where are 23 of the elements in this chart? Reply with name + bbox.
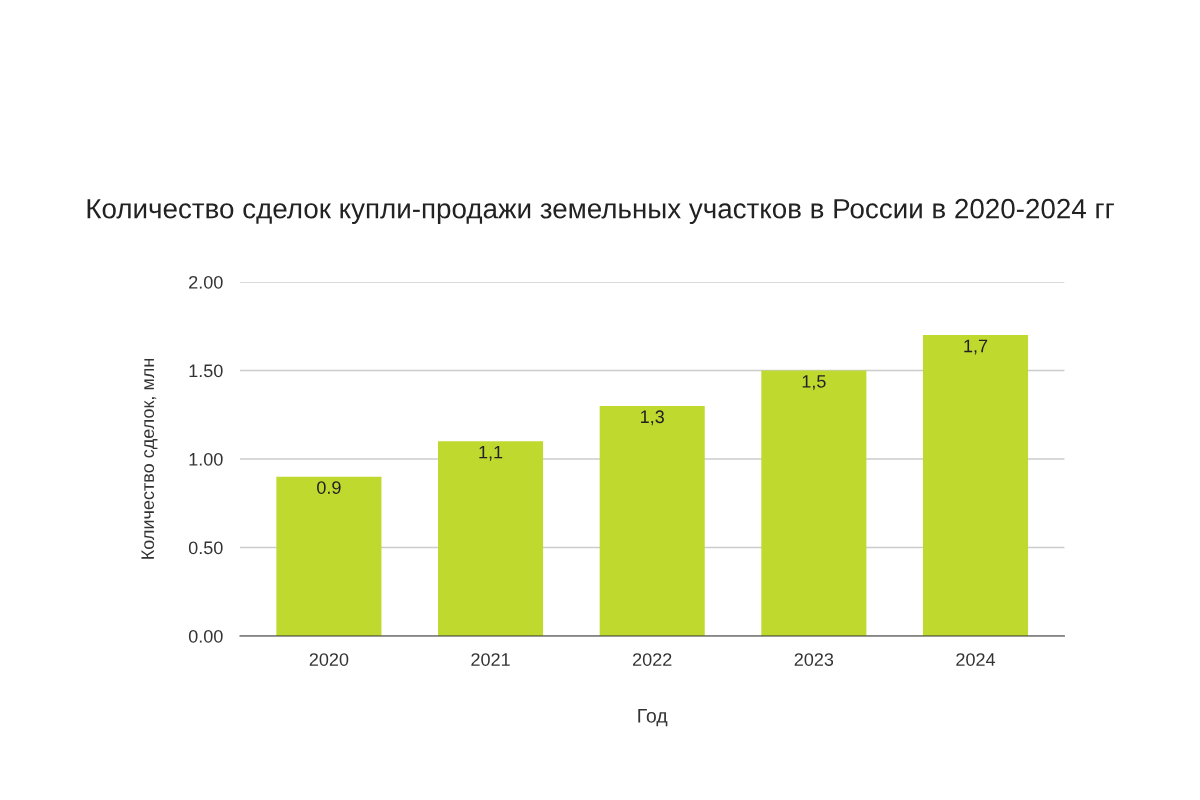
x-tick-label: 2020: [309, 653, 349, 666]
x-tick-label: 2023: [794, 653, 834, 666]
bar: [438, 441, 544, 636]
chart-title: Количество сделок купли-продажи земельных участков в России в 2020-2024 гг: [87, 198, 1114, 224]
data-label: 1,1: [479, 445, 503, 461]
y-axis-title: Количество сделок, млн: [141, 358, 158, 559]
bar: [276, 476, 382, 636]
y-tick-label: 1.50: [189, 364, 223, 378]
data-label: 1,7: [964, 339, 988, 355]
x-tick-label: 2021: [471, 653, 510, 666]
y-tick-label: 1.00: [189, 452, 223, 466]
data-label: 1,3: [641, 410, 664, 426]
bar: [761, 370, 867, 636]
data-label: 0.9: [317, 481, 341, 494]
bar: [599, 405, 705, 636]
x-tick-label: 2024: [956, 653, 996, 666]
bar: [922, 335, 1029, 636]
x-axis-title: Год: [638, 709, 668, 727]
x-tick-label: 2022: [633, 653, 672, 666]
y-tick-label: 0.00: [188, 629, 223, 643]
y-tick-label: 0.50: [188, 541, 223, 555]
y-tick-label: 2.00: [189, 275, 223, 289]
data-label: 1,5: [802, 375, 826, 390]
